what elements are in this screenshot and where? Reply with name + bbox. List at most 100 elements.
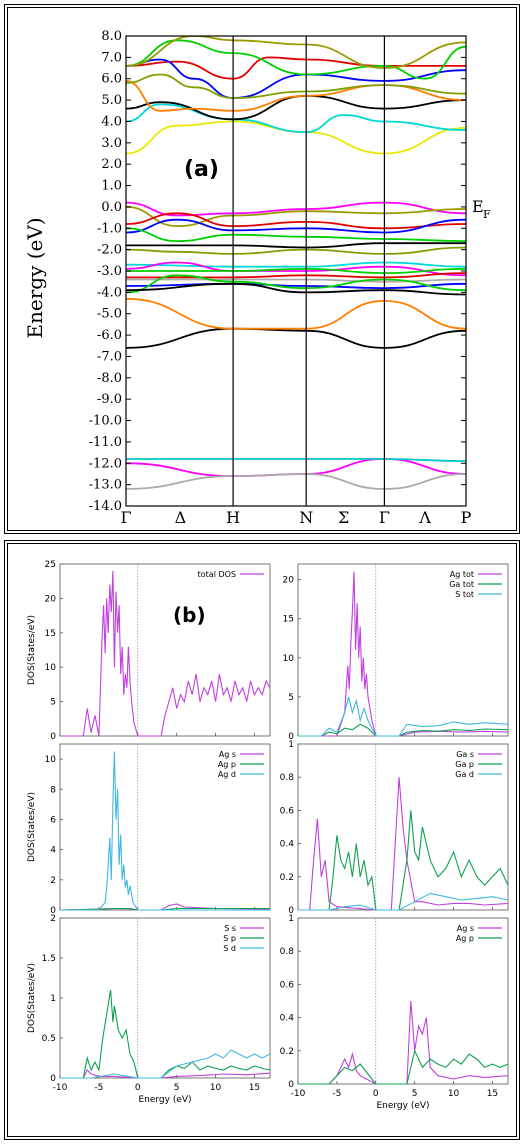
- dos-subplot-4: 0 0.5 1 1.5 2 -10 -5 0 5 10 15 Energy (eV) DOS(State…: [27, 914, 271, 1105]
- y-tick-label: -13.0: [89, 478, 122, 493]
- y-tick-label: 10: [283, 654, 295, 664]
- y-tick-label: 0: [50, 906, 56, 916]
- band-line-11: [126, 73, 466, 99]
- dos-subplot-3: 0 0.2 0.4 0.6 0.8 1 Ga sGa pGa d: [280, 740, 509, 916]
- subplot-frame: [59, 917, 271, 1079]
- y-tick-label: 5: [50, 698, 56, 708]
- legend-entry: S tot: [455, 590, 474, 599]
- y-tick-label: 0.8: [280, 947, 295, 957]
- band-line-27: [126, 274, 466, 294]
- dos-series-s-tot: [298, 696, 509, 737]
- y-tick-label: 15: [45, 629, 56, 639]
- k-point-label: Δ: [175, 508, 187, 527]
- band-line-13: [126, 36, 466, 69]
- y-axis-label: Energy (eV): [23, 217, 47, 338]
- y-tick-label: 0.8: [280, 773, 295, 783]
- dos-series-s-p: [60, 989, 271, 1079]
- legend-entry: Ga p: [455, 760, 474, 769]
- legend-entry: Ag s: [219, 750, 236, 759]
- y-tick-label: 8: [50, 785, 56, 795]
- y-tick-label: 0.2: [280, 1047, 294, 1057]
- k-point-label: Σ: [338, 508, 349, 527]
- k-point-label: Γ: [379, 508, 390, 527]
- subplot-frame: [59, 743, 271, 911]
- y-tick-label: 10: [45, 663, 57, 673]
- k-point-label: H: [226, 508, 240, 527]
- dos-series-ga-p: [298, 810, 509, 911]
- y-tick-label: 6.0: [101, 72, 122, 87]
- band-line-20: [126, 246, 466, 255]
- band-line-4: [126, 473, 466, 490]
- legend-entry: Ga d: [455, 770, 474, 779]
- fermi-label-subscript: F: [483, 208, 491, 221]
- y-tick-label: -2.0: [97, 243, 122, 258]
- x-tick-label: -10: [53, 1083, 68, 1093]
- y-tick-label: 25: [45, 560, 56, 570]
- y-tick-label: -6.0: [97, 328, 122, 343]
- y-axis-label: DOS(States/eV): [27, 963, 37, 1033]
- y-tick-label: 0: [288, 906, 294, 916]
- x-tick-label: 0: [373, 1089, 379, 1099]
- y-tick-label: 1.0: [101, 179, 122, 194]
- x-tick-label: -5: [332, 1089, 341, 1099]
- band-line-3: [126, 458, 466, 462]
- y-axis-label: DOS(States/eV): [27, 792, 37, 862]
- y-tick-label: -4.0: [97, 285, 122, 300]
- y-tick-label: 0.5: [42, 1034, 56, 1044]
- y-tick-label: 2: [50, 914, 56, 924]
- dos-subplot-5: 0 0.2 0.4 0.6 0.8 1 -10 -5 0 5 10 15 Energy (eV) Ag s…: [280, 914, 509, 1111]
- dos-panel: 0 5 10 15 20 25 DOS(States/eV) total DOS 0 5 10 15 2…: [4, 540, 520, 1140]
- y-tick-label: 0.4: [280, 1014, 295, 1024]
- legend-entry: total DOS: [198, 570, 236, 579]
- k-point-label: Λ: [418, 508, 431, 527]
- band-line-1: [126, 297, 466, 330]
- legend-entry: Ag tot: [450, 570, 474, 579]
- dos-series-total-dos: [60, 570, 271, 737]
- x-tick-label: -10: [291, 1089, 306, 1099]
- legend-entry: S d: [223, 944, 236, 953]
- legend-entry: Ga s: [456, 750, 474, 759]
- y-tick-label: -5.0: [97, 307, 122, 322]
- band-structure-panel: 8.0 7.0 6.0 5.0 4.0 3.0 2.0 1.0 0.0 -1.0 -2.0 -3.0 -…: [4, 4, 520, 534]
- legend-entry: Ga tot: [449, 580, 474, 589]
- legend-entry: S s: [224, 924, 236, 933]
- legend-entry: Ag s: [457, 924, 474, 933]
- band-line-17: [126, 218, 466, 234]
- x-axis-label: Energy (eV): [138, 1095, 191, 1105]
- legend-entry: S p: [223, 934, 236, 943]
- y-tick-label: 2: [50, 876, 56, 886]
- y-tick-label: 4: [50, 846, 56, 856]
- dos-series-ag-tot: [298, 571, 509, 737]
- x-tick-label: 5: [412, 1089, 418, 1099]
- band-line-5: [126, 120, 466, 155]
- band-line-6: [126, 103, 466, 134]
- y-tick-label: -1.0: [97, 221, 122, 236]
- x-tick-label: 0: [135, 1083, 141, 1093]
- y-tick-label: 0: [50, 732, 56, 742]
- band-structure-plot: 8.0 7.0 6.0 5.0 4.0 3.0 2.0 1.0 0.0 -1.0 -2.0 -3.0 -…: [23, 29, 491, 527]
- y-tick-label: -3.0: [97, 264, 122, 279]
- legend-entry: Ag d: [218, 770, 236, 779]
- y-tick-label: 4.0: [101, 114, 122, 129]
- fermi-label: E: [472, 197, 484, 216]
- band-line-7: [126, 94, 466, 121]
- y-tick-label: 1: [50, 994, 56, 1004]
- y-tick-label: 10: [45, 755, 57, 765]
- y-tick-label: 8.0: [101, 29, 122, 44]
- y-tick-label: 0.4: [280, 840, 295, 850]
- y-tick-label: 5.0: [101, 93, 122, 108]
- y-tick-label: -7.0: [97, 349, 122, 364]
- band-line-19: [126, 242, 466, 249]
- x-tick-label: 15: [249, 1083, 260, 1093]
- y-tick-label: 6: [50, 815, 56, 825]
- band-line-14: [126, 201, 466, 217]
- y-tick-label: 0.0: [101, 200, 122, 215]
- subplot-frame: [59, 563, 271, 737]
- y-tick-label: -9.0: [97, 392, 122, 407]
- dos-series-ag-d: [60, 751, 270, 911]
- x-tick-label: -5: [94, 1083, 103, 1093]
- band-line-15: [126, 206, 466, 228]
- y-tick-label: 1: [288, 914, 294, 924]
